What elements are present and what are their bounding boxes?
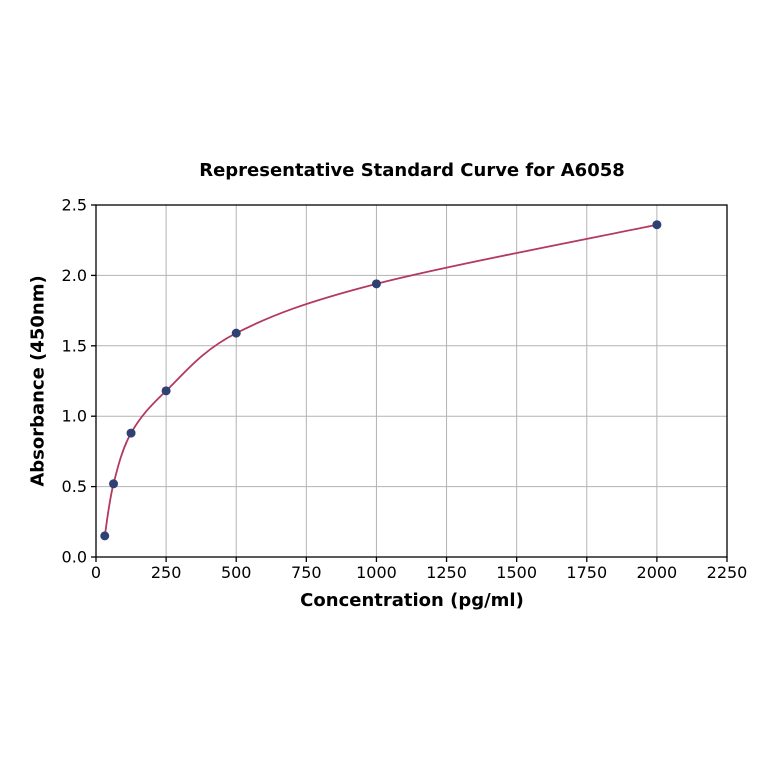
y-tick-label: 0.0 [62, 548, 87, 567]
x-tick-label: 2000 [637, 563, 678, 582]
plot-border [95, 204, 728, 558]
data-point [231, 328, 241, 338]
x-tick-label: 1000 [356, 563, 397, 582]
y-tick-label: 1.0 [62, 407, 87, 426]
data-point [109, 479, 119, 489]
x-tick-label: 2250 [707, 563, 748, 582]
data-point [100, 531, 110, 541]
x-tick-label: 0 [91, 563, 101, 582]
data-point [371, 279, 381, 289]
x-tick-label: 500 [221, 563, 252, 582]
y-tick-label: 0.5 [62, 477, 87, 496]
x-tick-label: 250 [151, 563, 182, 582]
x-tick-label: 750 [291, 563, 322, 582]
data-point [652, 220, 662, 230]
data-point [161, 386, 171, 396]
x-axis-label: Concentration (pg/ml) [300, 590, 524, 611]
y-tick-label: 2.5 [62, 196, 87, 215]
chart-title: Representative Standard Curve for A6058 [199, 160, 625, 181]
fit-curve [103, 223, 658, 537]
data-point [126, 428, 136, 438]
y-axis-label: Absorbance (450nm) [27, 275, 49, 487]
x-tick-label: 1750 [566, 563, 607, 582]
y-tick-label: 1.5 [62, 336, 87, 355]
x-tick-label: 1250 [426, 563, 467, 582]
x-tick-label: 1500 [496, 563, 537, 582]
y-tick-label: 2.0 [62, 266, 87, 285]
